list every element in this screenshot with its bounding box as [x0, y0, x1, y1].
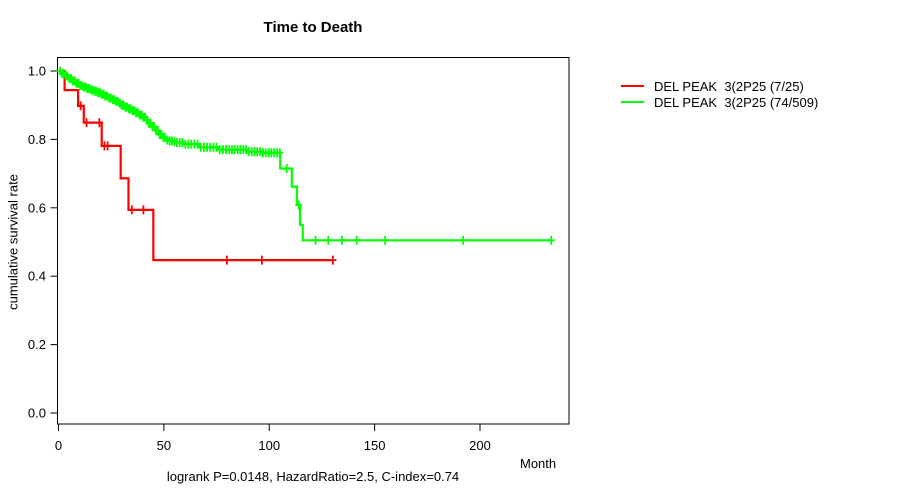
red-line-swatch [621, 85, 644, 87]
legend-item-group1: DEL PEAK 3(2P25 (7/25) [621, 78, 818, 94]
km-curve-group2 [58, 69, 552, 242]
stats-caption: logrank P=0.0148, HazardRatio=2.5, C-ind… [166, 469, 460, 484]
x-tick-label: 50 [157, 438, 171, 453]
y-tick-label: 0.0 [28, 406, 46, 421]
x-axis-title: Month [520, 456, 557, 471]
x-tick-label: 100 [258, 438, 280, 453]
legend-label-group2: DEL PEAK 3(2P25 (74/509) [654, 94, 819, 110]
x-tick-label: 150 [364, 438, 386, 453]
y-tick-label: 0.8 [28, 132, 46, 147]
y-axis-title: cumulative survival rate [5, 174, 21, 310]
km-curve-group1 [58, 69, 334, 262]
legend-item-group2: DEL PEAK 3(2P25 (74/509) [621, 94, 818, 110]
legend-label-group1: DEL PEAK 3(2P25 (7/25) [654, 78, 804, 94]
chart-title: Time to Death [263, 19, 363, 36]
x-tick-label: 0 [55, 438, 62, 453]
y-tick-label: 0.4 [28, 269, 46, 284]
y-tick-label: 0.2 [28, 337, 46, 352]
y-tick-label: 1.0 [28, 64, 46, 79]
legend: DEL PEAK 3(2P25 (7/25) DEL PEAK 3(2P25 (… [621, 78, 818, 110]
x-tick-label: 200 [469, 438, 491, 453]
green-line-swatch [621, 101, 644, 103]
y-tick-label: 0.6 [28, 200, 46, 215]
plot-box [57, 57, 570, 425]
